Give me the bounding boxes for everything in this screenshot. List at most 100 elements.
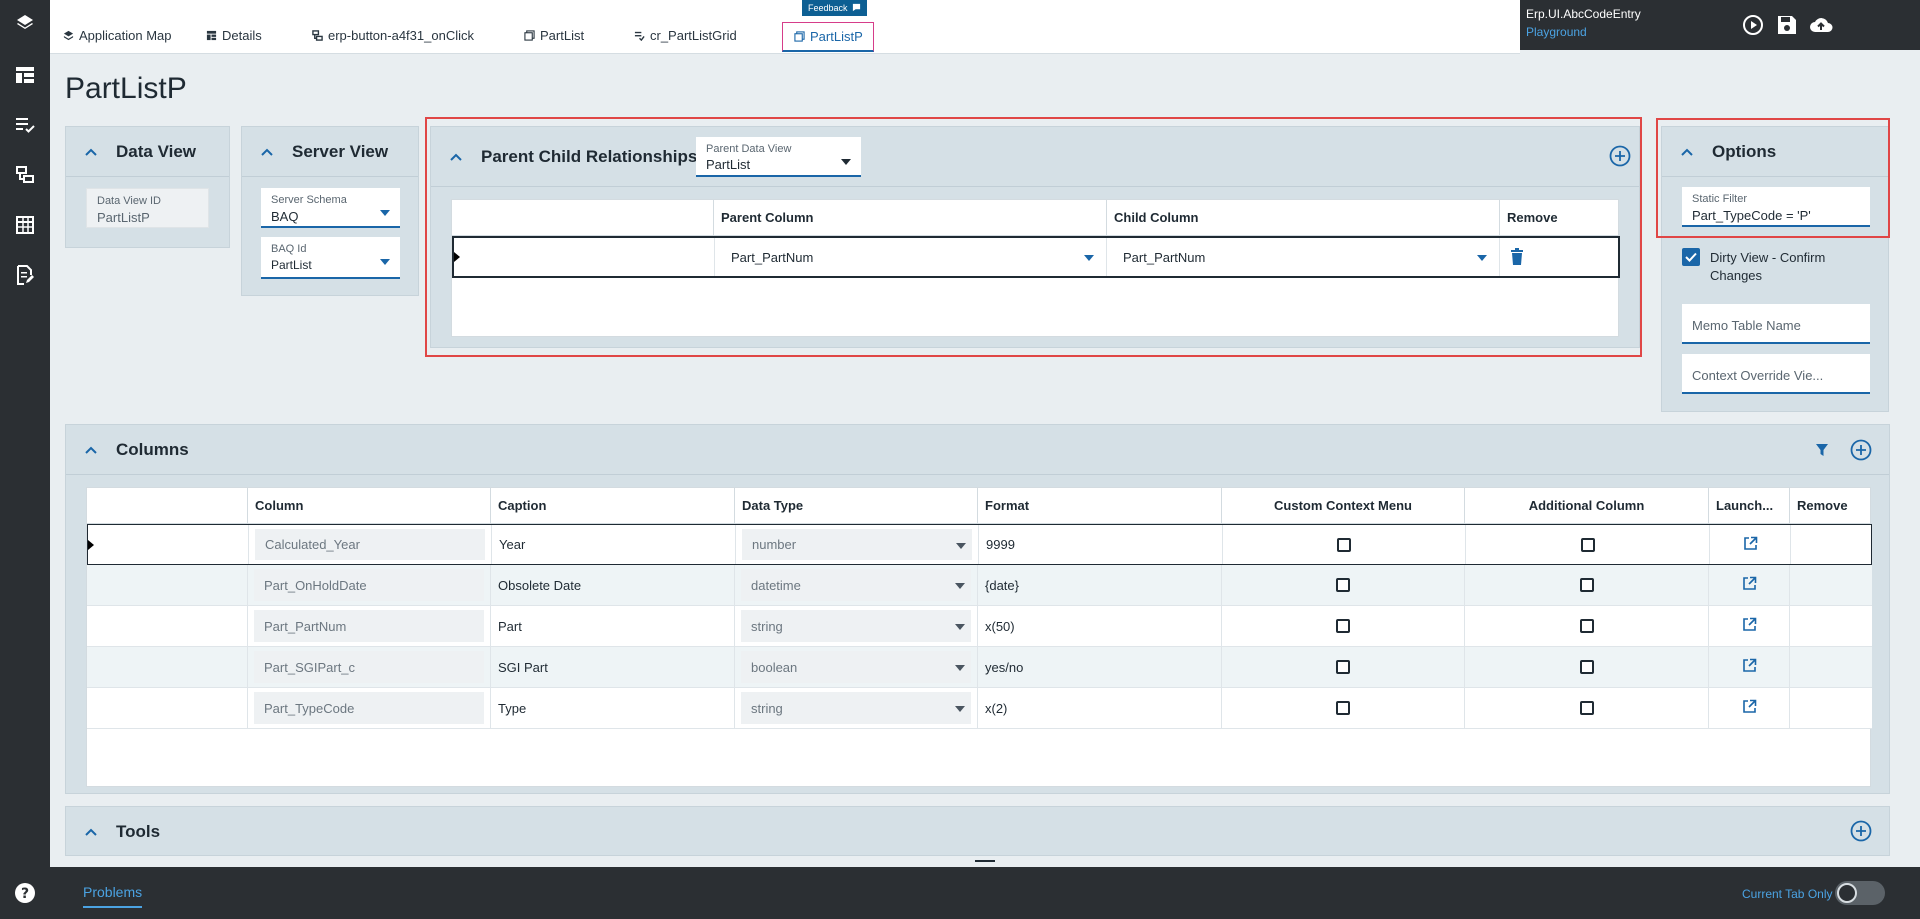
grid-header-caption[interactable]: Caption [491,488,735,524]
data-views-icon[interactable] [12,162,38,188]
row-header-cell[interactable] [87,688,248,728]
row-header-cell[interactable] [87,565,248,605]
open-external-icon[interactable] [1742,699,1757,717]
help-icon[interactable]: ? [12,880,38,906]
grid-header-column[interactable]: Column [248,488,491,524]
add-column-icon[interactable] [1850,439,1872,464]
chevron-up-icon[interactable] [84,443,98,457]
current-tab-only-toggle[interactable] [1835,881,1885,905]
caption-cell[interactable]: Year [492,525,736,564]
tab-application-map[interactable]: Application Map [62,24,172,46]
table-row[interactable]: Part_OnHoldDate Obsolete Date datetime {dat… [87,565,1872,606]
pcr-panel-header[interactable]: Parent Child Relationships [431,127,1639,187]
data-type-dropdown[interactable]: number [736,525,979,564]
caption-cell[interactable]: Obsolete Date [491,565,735,605]
filter-icon[interactable] [1815,443,1829,460]
grid-header-additional-column[interactable]: Additional Column [1465,488,1709,524]
dirty-view-checkbox[interactable] [1682,248,1700,266]
tab-erp-button-onclick[interactable]: erp-button-a4f31_onClick [311,24,474,46]
context-override-field[interactable]: Context Override Vie... [1682,354,1870,394]
static-filter-field[interactable]: Static Filter Part_TypeCode = 'P' [1682,187,1870,227]
tab-partlistp[interactable]: PartListP [782,22,874,52]
save-icon[interactable] [1774,12,1800,38]
cloud-upload-icon[interactable] [1808,12,1834,38]
tab-partlist[interactable]: PartList [523,24,584,46]
additional-column-checkbox[interactable] [1579,701,1594,715]
problems-tab[interactable]: Problems [83,884,143,908]
grid-header-format[interactable]: Format [978,488,1222,524]
table-row[interactable]: Calculated_Year Year number 9999 [87,524,1872,565]
additional-column-checkbox[interactable] [1579,619,1594,633]
add-tool-icon[interactable] [1850,820,1872,845]
chevron-up-icon[interactable] [84,825,98,839]
trash-icon[interactable] [1510,248,1524,268]
custom-context-menu-checkbox[interactable] [1336,660,1350,674]
panel-splitter-handle[interactable] [975,860,995,862]
chevron-up-icon[interactable] [260,145,274,159]
data-type-dropdown[interactable]: datetime [735,565,978,605]
format-cell[interactable]: {date} [978,565,1222,605]
feedback-button[interactable]: Feedback [802,0,867,16]
open-external-icon[interactable] [1743,536,1758,554]
format-cell[interactable]: x(2) [978,688,1222,728]
options-panel-header[interactable]: Options [1662,127,1888,177]
layers-small-icon [62,29,74,41]
caption-cell[interactable]: Type [491,688,735,728]
tools-panel-header[interactable]: Tools [66,807,1889,857]
custom-context-menu-checkbox[interactable] [1336,578,1350,592]
table-row[interactable]: Part_SGIPart_c SGI Part boolean yes/no [87,647,1872,688]
tab-cr-partlistgrid[interactable]: cr_PartListGrid [633,24,737,46]
additional-column-checkbox[interactable] [1579,660,1594,674]
caption-cell[interactable]: SGI Part [491,647,735,687]
baq-id-dropdown[interactable]: BAQ Id PartList [261,237,400,279]
server-view-panel-header[interactable]: Server View [242,127,418,177]
chevron-up-icon[interactable] [1680,145,1694,159]
add-relationship-icon[interactable] [1609,145,1631,167]
parent-data-view-dropdown[interactable]: Parent Data View PartList [696,137,861,177]
row-header-cell[interactable] [87,606,248,646]
layout-icon[interactable] [12,62,38,88]
server-schema-dropdown[interactable]: Server Schema BAQ [261,188,400,228]
table-row[interactable]: Part_TypeCode Type string x(2) [87,688,1872,729]
grid-header-data-type[interactable]: Data Type [735,488,978,524]
tab-details[interactable]: Details [205,24,262,46]
checklist-icon[interactable] [12,112,38,138]
custom-context-menu-checkbox[interactable] [1336,701,1350,715]
grid-header-custom-context-menu[interactable]: Custom Context Menu [1222,488,1465,524]
data-type-dropdown[interactable]: string [735,688,978,728]
open-external-icon[interactable] [1742,617,1757,635]
chevron-up-icon[interactable] [84,145,98,159]
caption-cell[interactable]: Part [491,606,735,646]
data-type-dropdown[interactable]: boolean [735,647,978,687]
parent-column-dropdown[interactable]: Part_PartNum [714,238,1107,276]
grid-icon[interactable] [12,212,38,238]
format-cell[interactable]: yes/no [978,647,1222,687]
app-subtitle[interactable]: Playground [1526,25,1587,39]
format-cell[interactable]: 9999 [979,525,1223,564]
table-row[interactable]: Part_PartNum Part_PartNum [452,236,1620,278]
grid-header-parent-column[interactable]: Parent Column [714,200,1107,236]
caret-down-icon [380,259,390,265]
field-placeholder: Context Override Vie... [1692,368,1824,383]
layers-icon[interactable] [12,10,38,36]
additional-column-checkbox[interactable] [1579,578,1594,592]
open-external-icon[interactable] [1742,658,1757,676]
data-type-dropdown[interactable]: string [735,606,978,646]
grid-header-launch[interactable]: Launch... [1709,488,1790,524]
columns-panel-header[interactable]: Columns [66,425,1889,475]
format-cell[interactable]: x(50) [978,606,1222,646]
custom-context-menu-checkbox[interactable] [1336,619,1350,633]
chevron-up-icon[interactable] [449,150,463,164]
play-icon[interactable] [1740,12,1766,38]
row-header-cell[interactable] [87,647,248,687]
edit-document-icon[interactable] [12,262,38,288]
data-view-panel-header[interactable]: Data View [66,127,229,177]
child-column-dropdown[interactable]: Part_PartNum [1107,238,1500,276]
memo-table-name-field[interactable]: Memo Table Name [1682,304,1870,344]
table-row[interactable]: Part_PartNum Part string x(50) [87,606,1872,647]
open-external-icon[interactable] [1742,576,1757,594]
row-header-cell[interactable] [88,525,249,564]
grid-header-child-column[interactable]: Child Column [1107,200,1500,236]
additional-column-checkbox[interactable] [1580,537,1595,552]
custom-context-menu-checkbox[interactable] [1337,537,1351,552]
